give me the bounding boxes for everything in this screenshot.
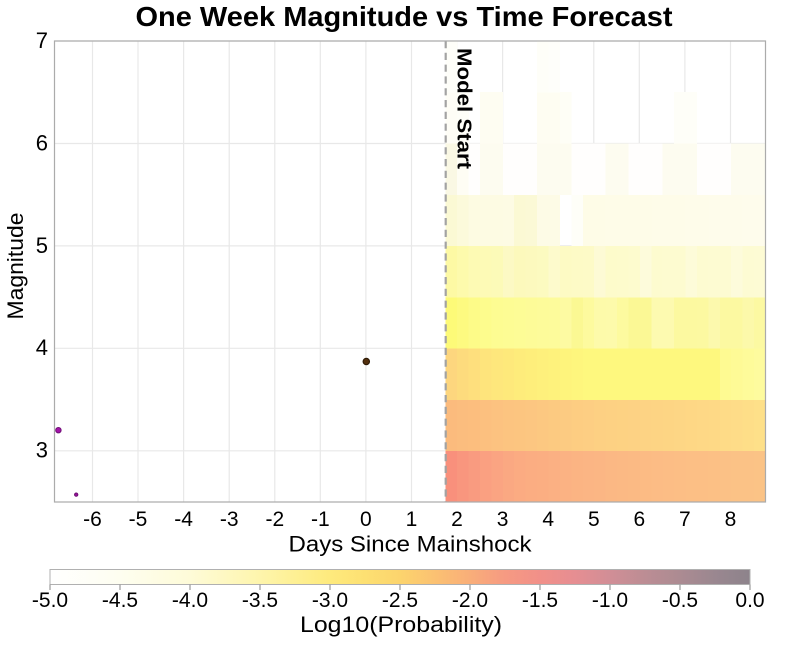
svg-text:-1: -1 — [311, 508, 330, 531]
svg-text:-3.5: -3.5 — [242, 589, 278, 612]
svg-text:-4.0: -4.0 — [172, 589, 208, 612]
svg-text:One Week Magnitude vs Time For: One Week Magnitude vs Time Forecast — [136, 1, 673, 32]
svg-text:3: 3 — [36, 438, 48, 463]
svg-text:-4: -4 — [174, 508, 193, 531]
svg-text:0.0: 0.0 — [735, 589, 764, 612]
svg-text:Model Start: Model Start — [453, 48, 475, 169]
svg-text:4: 4 — [542, 508, 554, 531]
svg-text:-2: -2 — [265, 508, 284, 531]
svg-text:Days Since Mainshock: Days Since Mainshock — [289, 532, 533, 557]
svg-text:8: 8 — [725, 508, 737, 531]
svg-text:7: 7 — [679, 508, 691, 531]
svg-text:6: 6 — [36, 130, 48, 155]
svg-text:-1.0: -1.0 — [592, 589, 628, 612]
svg-text:5: 5 — [588, 508, 600, 531]
svg-text:-2.5: -2.5 — [382, 589, 418, 612]
svg-text:1: 1 — [406, 508, 418, 531]
svg-text:-6: -6 — [83, 508, 102, 531]
svg-text:Log10(Probability): Log10(Probability) — [300, 612, 502, 637]
svg-text:6: 6 — [633, 508, 645, 531]
svg-text:0: 0 — [360, 508, 372, 531]
svg-text:4: 4 — [36, 335, 48, 360]
svg-text:-3: -3 — [220, 508, 239, 531]
svg-text:Magnitude: Magnitude — [3, 213, 28, 320]
svg-text:7: 7 — [36, 28, 48, 53]
svg-text:-3.0: -3.0 — [312, 589, 348, 612]
svg-text:-2.0: -2.0 — [452, 589, 488, 612]
svg-text:2: 2 — [451, 508, 463, 531]
svg-text:-5.0: -5.0 — [32, 589, 68, 612]
svg-text:3: 3 — [497, 508, 509, 531]
svg-text:-5: -5 — [129, 508, 148, 531]
svg-text:5: 5 — [36, 233, 48, 258]
svg-text:-1.5: -1.5 — [522, 589, 558, 612]
svg-text:-4.5: -4.5 — [102, 589, 138, 612]
svg-text:-0.5: -0.5 — [662, 589, 698, 612]
